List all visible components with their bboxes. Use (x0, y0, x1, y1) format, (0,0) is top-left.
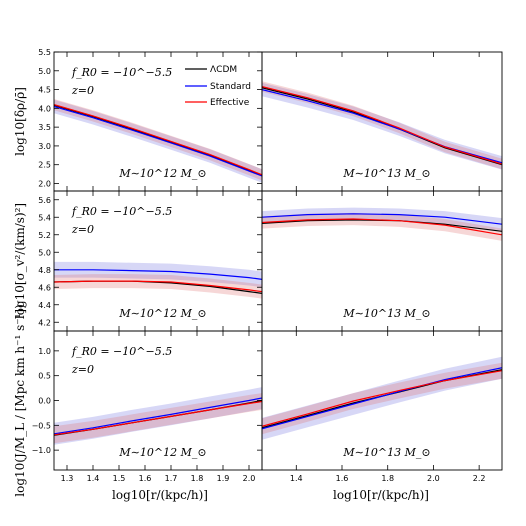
y-tick-label: 1.0 (38, 347, 51, 356)
line-standard (262, 213, 502, 225)
plot-area (54, 387, 262, 445)
y-tick-label: 4.2 (38, 318, 51, 327)
panel-angmom-col0 (53, 330, 263, 471)
x-tick-label: 1.8 (191, 474, 204, 483)
plot-area (262, 81, 502, 170)
panel-angmom-col1 (261, 330, 503, 471)
x-axis-title-left: log10[r/(kpc/h)] (112, 488, 208, 502)
redshift-annotation: z=0 (71, 223, 94, 236)
plot-area (54, 99, 262, 183)
y-tick-label: 4.6 (38, 283, 51, 292)
band-standard (54, 387, 262, 445)
y-tick-label: 4.8 (38, 266, 51, 275)
panel-frame (261, 330, 503, 471)
x-tick-label: 1.4 (87, 474, 100, 483)
y-axis-title: log10[σ_v²/(km/s)²] (13, 203, 27, 319)
plot-area (262, 207, 502, 241)
x-tick-label: 1.4 (290, 474, 303, 483)
line-standard (262, 367, 502, 430)
line-effective (262, 370, 502, 427)
y-tick-label: 3.5 (38, 123, 51, 132)
panels-layer (53, 51, 503, 471)
y-tick-label: 2.5 (38, 161, 51, 170)
x-tick-label: 1.5 (113, 474, 126, 483)
x-tick-label: 1.6 (336, 474, 349, 483)
fr0-annotation: f_R0 = −10^−5.5 (71, 345, 172, 358)
y-tick-label: 5.0 (38, 248, 51, 257)
y-tick-label: 2.0 (38, 179, 51, 188)
x-tick-label: 1.9 (217, 474, 230, 483)
legend-label-standard: Standard (210, 82, 251, 92)
band-effective (54, 274, 262, 299)
legend-label-effective: Effective (210, 98, 250, 108)
line-effective (54, 104, 262, 176)
fr0-annotation: f_R0 = −10^−5.5 (71, 205, 172, 218)
line-effective (262, 86, 502, 165)
redshift-annotation: z=0 (71, 363, 94, 376)
y-tick-label: −1.0 (32, 446, 51, 455)
band-standard (262, 356, 502, 440)
y-axis-title: log10[δρ/ρ̄] (13, 87, 27, 156)
x-axis-title-right: log10[r/(kpc/h)] (333, 488, 429, 502)
x-tick-label: 2.0 (427, 474, 440, 483)
plot-area (262, 356, 502, 440)
y-tick-label: 4.4 (38, 301, 51, 310)
y-tick-label: −0.5 (32, 421, 51, 430)
line-effective (54, 400, 262, 436)
x-tick-label: 2.0 (243, 474, 256, 483)
y-tick-label: 4.5 (38, 86, 51, 95)
y-tick-label: 5.4 (38, 213, 51, 222)
line-standard (54, 105, 262, 177)
band-effective (54, 99, 262, 181)
band-standard (54, 261, 262, 288)
redshift-annotation: z=0 (71, 84, 94, 97)
y-tick-label: 4.0 (38, 104, 51, 113)
x-tick-label: 1.7 (165, 474, 178, 483)
fr0-annotation: f_R0 = −10^−5.5 (71, 66, 172, 79)
x-tick-label: 1.6 (139, 474, 152, 483)
mass-annotation: M∼10^13 M_⊙ (342, 446, 430, 459)
panel-density-col0 (53, 51, 263, 192)
legend-label-lcdm: ΛCDM (210, 65, 237, 75)
y-tick-label: 5.5 (38, 48, 51, 57)
panel-sigma-col1 (261, 190, 503, 332)
plot-area (54, 261, 262, 299)
x-tick-label: 1.3 (61, 474, 74, 483)
y-tick-label: 5.0 (38, 67, 51, 76)
line-lcdm (54, 104, 262, 176)
legend: ΛCDM Standard Effective (185, 65, 251, 108)
line-effective (54, 280, 262, 293)
band-effective (262, 362, 502, 435)
band-effective (262, 81, 502, 170)
y-tick-label: 5.2 (38, 231, 51, 240)
x-tick-label: 1.8 (381, 474, 394, 483)
y-tick-label: 0.5 (38, 372, 51, 381)
axes-text-layer: 2.0 2.5 3.0 3.5 4.0 4.5 5.0 5.5 M∼10^12 M_⊙ f_R0 … (13, 48, 486, 497)
y-tick-label: 3.0 (38, 142, 51, 151)
mass-annotation: M∼10^12 M_⊙ (118, 446, 206, 459)
line-effective (262, 218, 502, 236)
mass-annotation: M∼10^12 M_⊙ (118, 167, 206, 180)
mass-annotation: M∼10^13 M_⊙ (342, 167, 430, 180)
y-tick-label: 0.0 (38, 397, 51, 406)
mass-annotation: M∼10^12 M_⊙ (118, 307, 206, 320)
panel-sigma-col0 (53, 190, 263, 332)
y-axis-title: log10(J/M_L / [Mpc km h⁻¹ s⁻¹]) (13, 304, 27, 496)
line-standard (54, 269, 262, 280)
y-tick-label: 5.6 (38, 196, 51, 205)
band-standard (262, 207, 502, 231)
x-tick-label: 2.2 (473, 474, 486, 483)
mass-annotation: M∼10^13 M_⊙ (342, 307, 430, 320)
line-standard (54, 397, 262, 435)
